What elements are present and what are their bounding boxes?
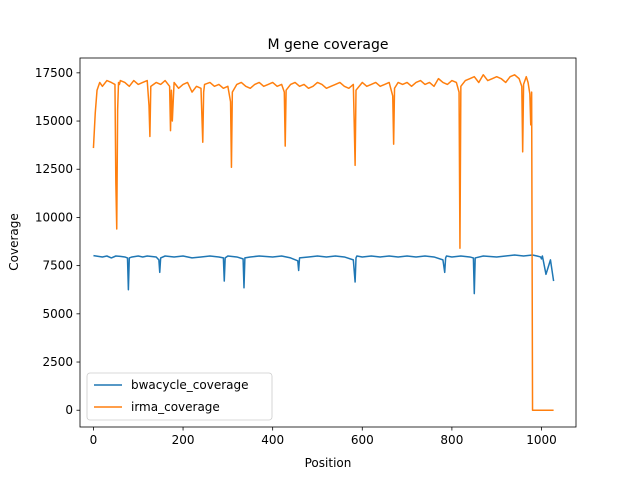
x-axis: 0 200 400 600 800 1000 bbox=[90, 427, 557, 447]
legend-label-bwacycle: bwacycle_coverage bbox=[131, 378, 249, 392]
y-tick-label: 12500 bbox=[35, 162, 73, 176]
series-layer bbox=[92, 74, 555, 411]
y-axis: 0 2500 5000 7500 10000 12500 15000 17500 bbox=[35, 66, 80, 417]
plot-frame bbox=[79, 57, 577, 428]
x-tick-label: 600 bbox=[351, 433, 374, 447]
series-line-irma-coverage bbox=[92, 74, 554, 411]
x-tick-label: 1000 bbox=[526, 433, 557, 447]
y-tick-label: 15000 bbox=[35, 114, 73, 128]
x-tick-label: 200 bbox=[172, 433, 195, 447]
y-tick-label: 0 bbox=[65, 403, 73, 417]
series-line-bwacycle-coverage bbox=[93, 254, 555, 295]
y-tick-label: 7500 bbox=[42, 259, 73, 273]
x-tick-label: 400 bbox=[261, 433, 284, 447]
y-tick-label: 2500 bbox=[42, 355, 73, 369]
y-tick-label: 10000 bbox=[35, 210, 73, 224]
legend: bwacycle_coverage irma_coverage bbox=[86, 372, 273, 421]
y-tick-label: 5000 bbox=[42, 307, 73, 321]
x-axis-label: Position bbox=[305, 456, 352, 470]
y-tick-label: 17500 bbox=[35, 66, 73, 80]
legend-box bbox=[86, 372, 273, 421]
x-tick-label: 0 bbox=[90, 433, 98, 447]
x-tick-label: 800 bbox=[440, 433, 463, 447]
chart-title: M gene coverage bbox=[268, 37, 389, 53]
y-axis-label: Coverage bbox=[7, 213, 21, 271]
legend-label-irma: irma_coverage bbox=[131, 400, 220, 414]
